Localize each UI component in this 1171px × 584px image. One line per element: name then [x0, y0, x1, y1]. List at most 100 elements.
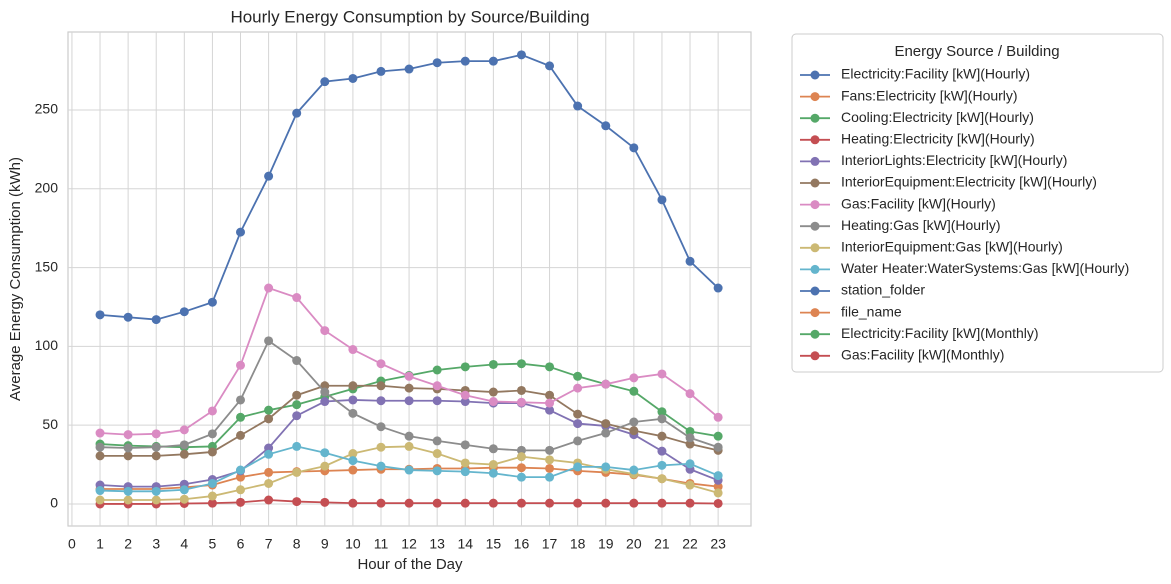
data-point — [95, 428, 105, 438]
data-point — [432, 381, 442, 391]
legend-marker — [810, 178, 820, 188]
y-tick-label: 50 — [42, 416, 58, 432]
data-point — [685, 459, 695, 469]
data-point — [516, 445, 526, 455]
data-point — [545, 362, 555, 372]
data-point — [516, 50, 526, 60]
x-tick-label: 18 — [570, 536, 586, 552]
x-tick-label: 11 — [374, 536, 389, 552]
data-point — [516, 385, 526, 395]
data-point — [545, 398, 555, 408]
data-point — [404, 383, 414, 393]
data-point — [292, 390, 302, 400]
data-point — [348, 381, 358, 391]
legend-marker — [810, 286, 820, 296]
data-point — [151, 429, 161, 439]
x-tick-label: 7 — [265, 536, 273, 552]
x-tick-label: 14 — [457, 536, 473, 552]
legend-marker — [810, 243, 820, 253]
data-point — [629, 426, 639, 436]
data-point — [629, 498, 639, 508]
data-point — [376, 422, 386, 432]
data-point — [629, 373, 639, 383]
data-point — [629, 417, 639, 427]
y-tick-label: 150 — [35, 258, 59, 274]
data-point — [179, 494, 189, 504]
data-point — [516, 452, 526, 462]
legend-label: Water Heater:WaterSystems:Gas [kW](Hourl… — [841, 260, 1129, 276]
data-point — [432, 449, 442, 459]
data-point — [236, 485, 246, 495]
legend-marker — [810, 70, 820, 80]
data-point — [151, 451, 161, 461]
data-point — [264, 449, 274, 459]
data-point — [545, 405, 555, 415]
data-point — [376, 396, 386, 406]
data-point — [713, 283, 723, 293]
data-point — [573, 498, 583, 508]
data-point — [685, 433, 695, 443]
data-point — [95, 486, 105, 496]
legend-label: InteriorEquipment:Gas [kW](Hourly) — [841, 239, 1063, 255]
data-point — [264, 405, 274, 415]
data-point — [207, 491, 217, 501]
x-tick-label: 2 — [124, 536, 132, 552]
data-point — [151, 486, 161, 496]
data-point — [460, 467, 470, 477]
x-tick-label: 9 — [321, 536, 329, 552]
data-point — [488, 359, 498, 369]
data-point — [179, 307, 189, 317]
data-point — [573, 371, 583, 381]
data-point — [488, 56, 498, 66]
data-point — [432, 498, 442, 508]
legend-box — [791, 33, 1164, 373]
data-point — [713, 412, 723, 422]
data-point — [432, 58, 442, 68]
data-point — [460, 458, 470, 468]
data-point — [629, 386, 639, 396]
data-point — [292, 497, 302, 507]
data-point — [488, 397, 498, 407]
data-point — [264, 414, 274, 424]
data-point — [179, 449, 189, 459]
data-point — [264, 283, 274, 293]
data-point — [376, 359, 386, 369]
data-point — [348, 449, 358, 459]
data-point — [657, 414, 667, 424]
x-tick-label: 21 — [654, 536, 670, 552]
x-tick-label: 1 — [96, 536, 104, 552]
data-point — [685, 498, 695, 508]
data-point — [320, 326, 330, 336]
data-point — [236, 395, 246, 405]
legend-label: station_folder — [841, 282, 925, 298]
data-point — [123, 312, 133, 322]
data-point — [601, 498, 611, 508]
data-point — [95, 451, 105, 461]
x-tick-label: 6 — [237, 536, 245, 552]
data-point — [404, 498, 414, 508]
legend-marker — [810, 113, 820, 123]
data-point — [123, 430, 133, 440]
data-point — [516, 397, 526, 407]
data-point — [236, 472, 246, 482]
data-point — [207, 406, 217, 416]
data-point — [207, 498, 217, 508]
data-point — [657, 460, 667, 470]
data-point — [236, 360, 246, 370]
data-point — [292, 293, 302, 303]
legend-marker — [810, 351, 820, 361]
legend-label: Fans:Electricity [kW](Hourly) — [841, 87, 1018, 103]
data-point — [460, 390, 470, 400]
legend-label: Electricity:Facility [kW](Monthly) — [841, 325, 1039, 341]
data-point — [236, 412, 246, 422]
data-point — [685, 256, 695, 266]
data-point — [516, 463, 526, 473]
data-point — [264, 443, 274, 453]
data-point — [151, 442, 161, 452]
data-point — [460, 362, 470, 372]
data-point — [573, 101, 583, 111]
data-point — [236, 497, 246, 507]
data-point — [685, 389, 695, 399]
data-point — [376, 381, 386, 391]
data-point — [460, 397, 470, 407]
